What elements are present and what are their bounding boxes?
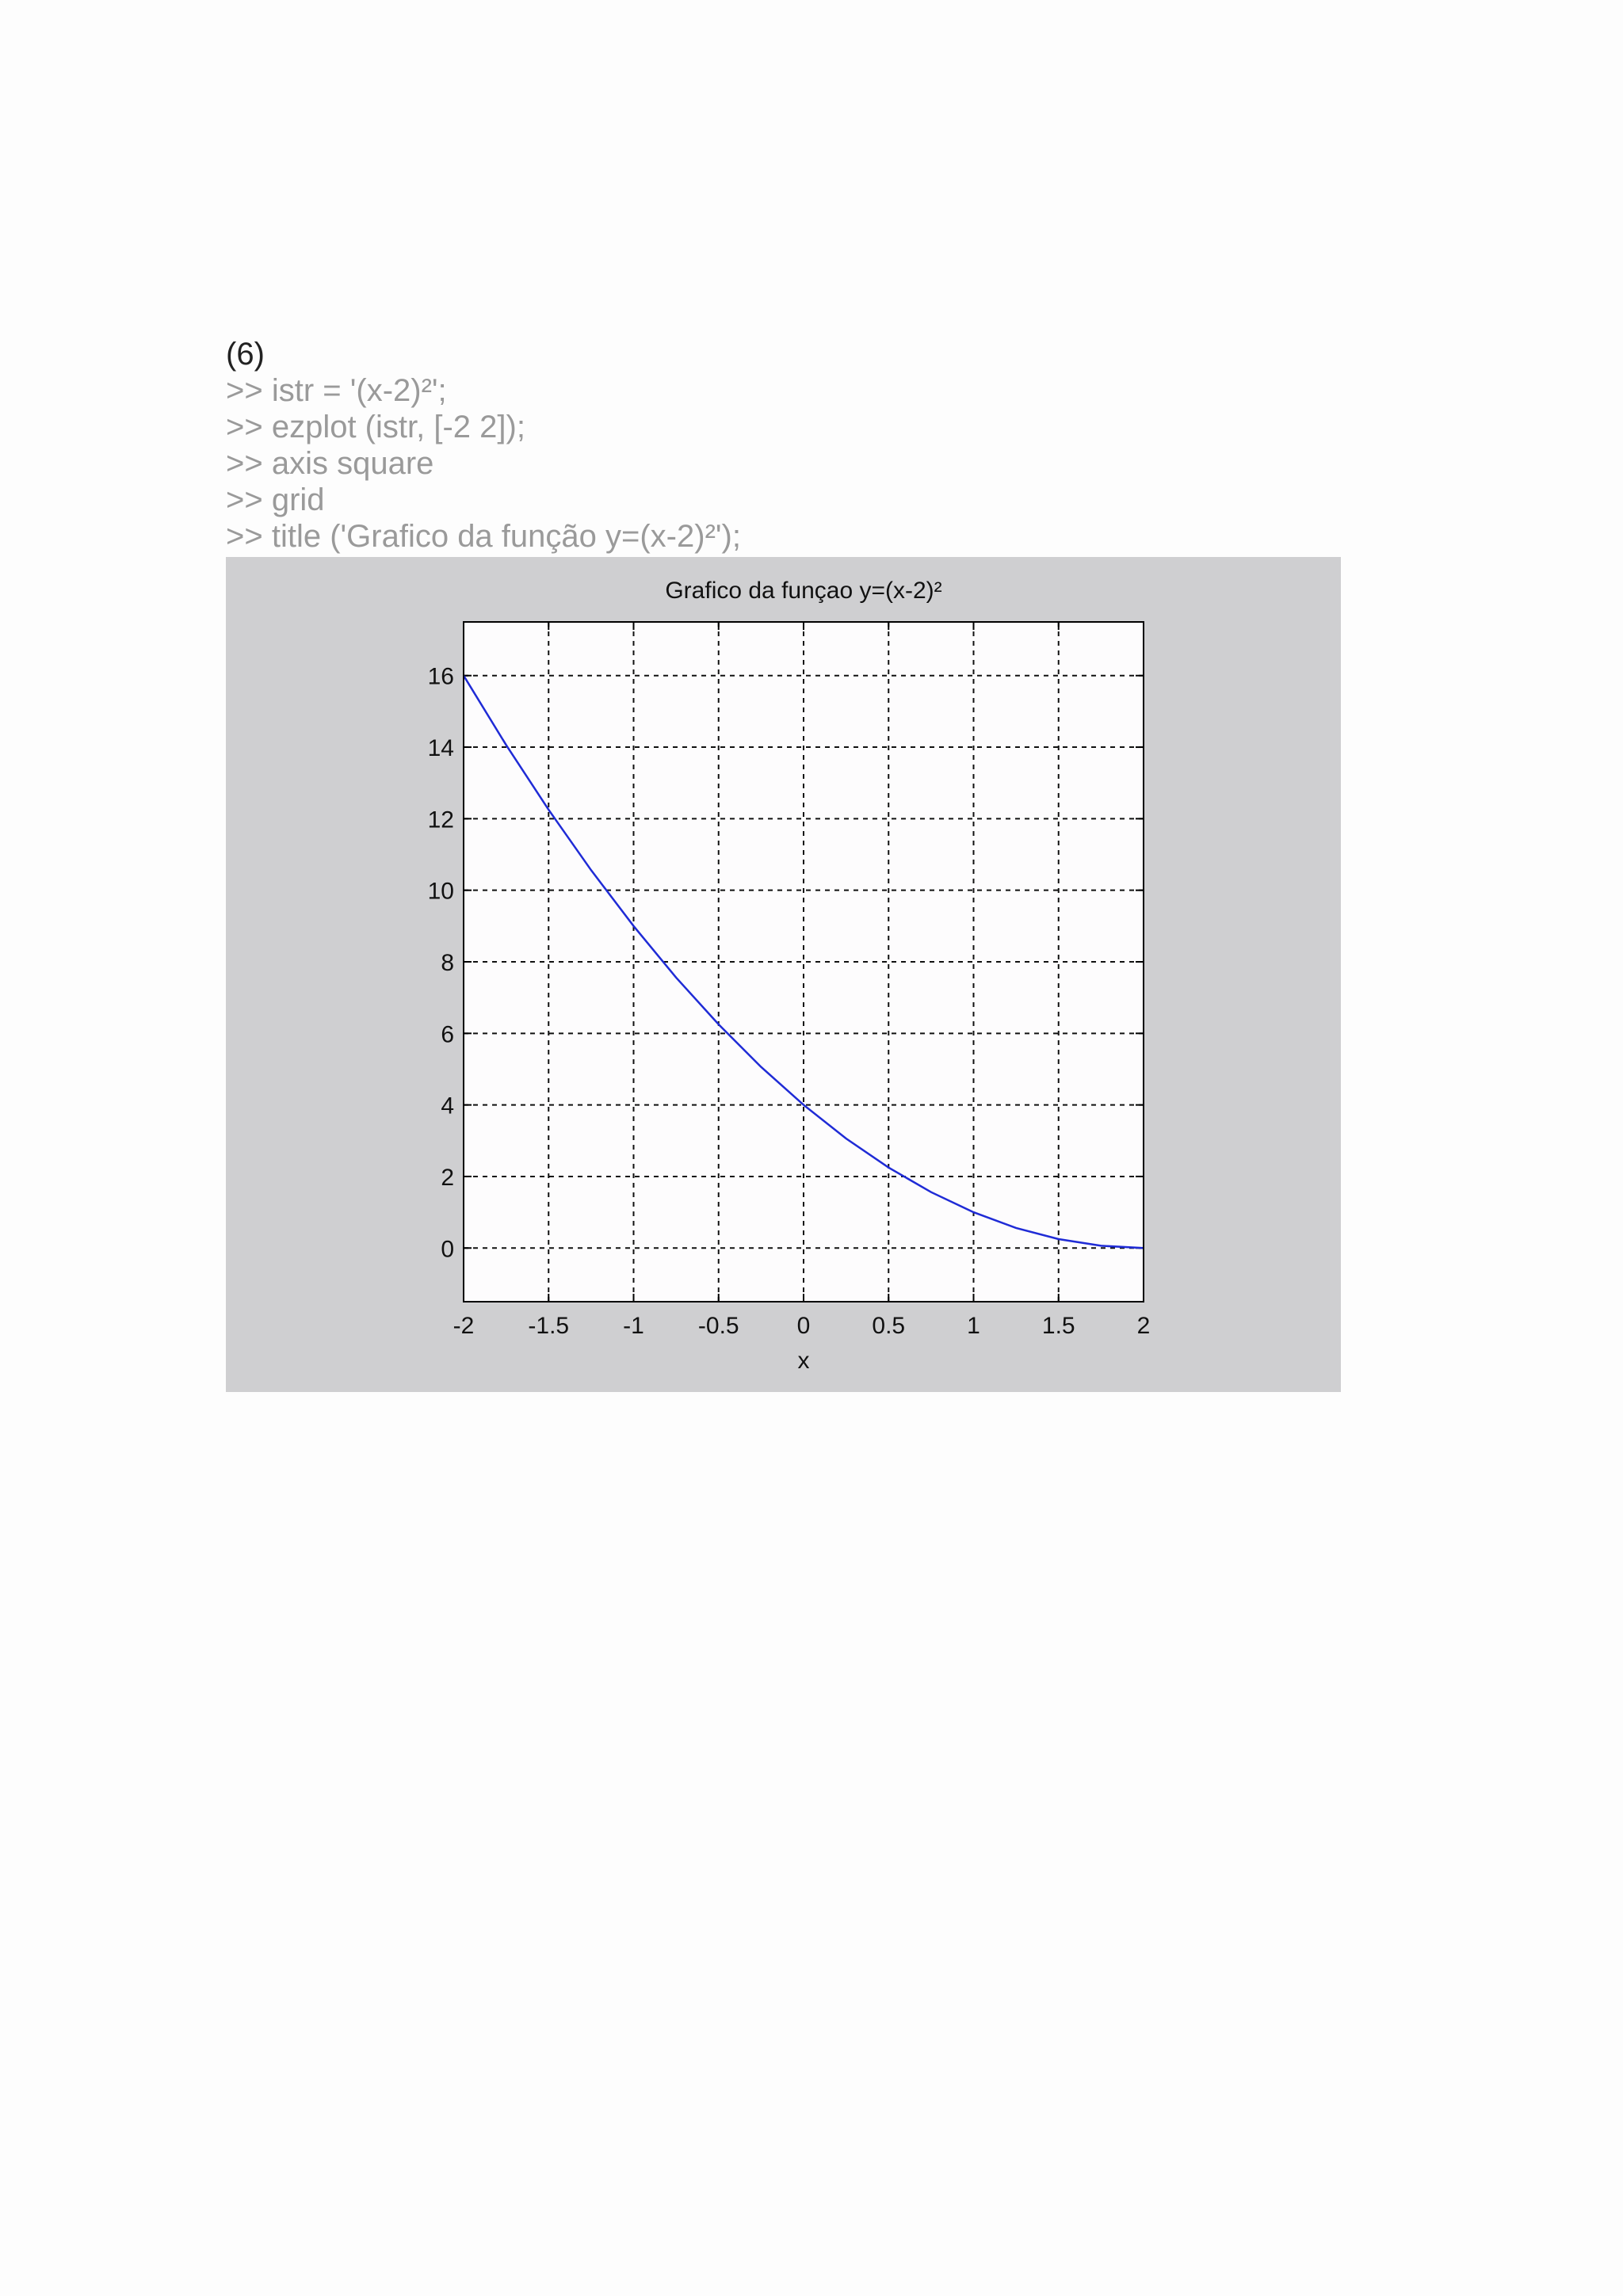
y-tick-label: 4 [441, 1093, 454, 1119]
chart-title: Grafico da funçao y=(x-2)² [665, 578, 941, 604]
code-line-4: >> grid [226, 482, 325, 517]
x-tick-label: -1 [623, 1313, 644, 1339]
series [462, 675, 1144, 1249]
y-tick-label: 10 [428, 879, 454, 905]
chart: -2 -1.5 -1 -0.5 0 0.5 1 1.5 2 0 2 4 6 8 10 12 14 16 Graf… [226, 557, 1341, 1392]
x-tick-label: -0.5 [698, 1313, 739, 1339]
y-tick-label: 6 [441, 1021, 454, 1047]
section-label: (6) [226, 337, 265, 372]
series-line [462, 675, 1144, 1249]
code-line-3: >> axis square [226, 446, 434, 481]
y-tick-label: 16 [428, 664, 454, 690]
y-tick-label: 8 [441, 950, 454, 976]
x-tick-label: 0 [797, 1313, 811, 1339]
y-tick-label: 14 [428, 735, 454, 761]
x-tick-label: 1.5 [1042, 1313, 1075, 1339]
x-tick-label: 0.5 [872, 1313, 905, 1339]
code-line-1: >> istr = '(x-2)²'; [226, 373, 447, 408]
figure-window: -2 -1.5 -1 -0.5 0 0.5 1 1.5 2 0 2 4 6 8 10 12 14 16 Graf… [226, 557, 1341, 1392]
plot-frame [463, 621, 1144, 1302]
plot-area [464, 622, 1144, 1302]
y-tick-label: 12 [428, 807, 454, 833]
y-tick-label: 0 [441, 1236, 454, 1262]
code-line-5: >> title ('Grafico da função y=(x-2)²'); [226, 519, 741, 554]
x-tick-label: 2 [1137, 1313, 1151, 1339]
x-tick-labels: -2 -1.5 -1 -0.5 0 0.5 1 1.5 2 [453, 1313, 1151, 1339]
y-tick-label: 2 [441, 1165, 454, 1191]
x-tick-label: -2 [453, 1313, 475, 1339]
y-tick-labels: 0 2 4 6 8 10 12 14 16 [428, 664, 454, 1263]
x-axis-label: x [798, 1348, 810, 1374]
code-line-2: >> ezplot (istr, [-2 2]); [226, 410, 525, 444]
code-block: (6) >> istr = '(x-2)²'; >> ezplot (istr,… [226, 336, 741, 555]
x-tick-label: 1 [967, 1313, 980, 1339]
x-tick-label: -1.5 [528, 1313, 569, 1339]
